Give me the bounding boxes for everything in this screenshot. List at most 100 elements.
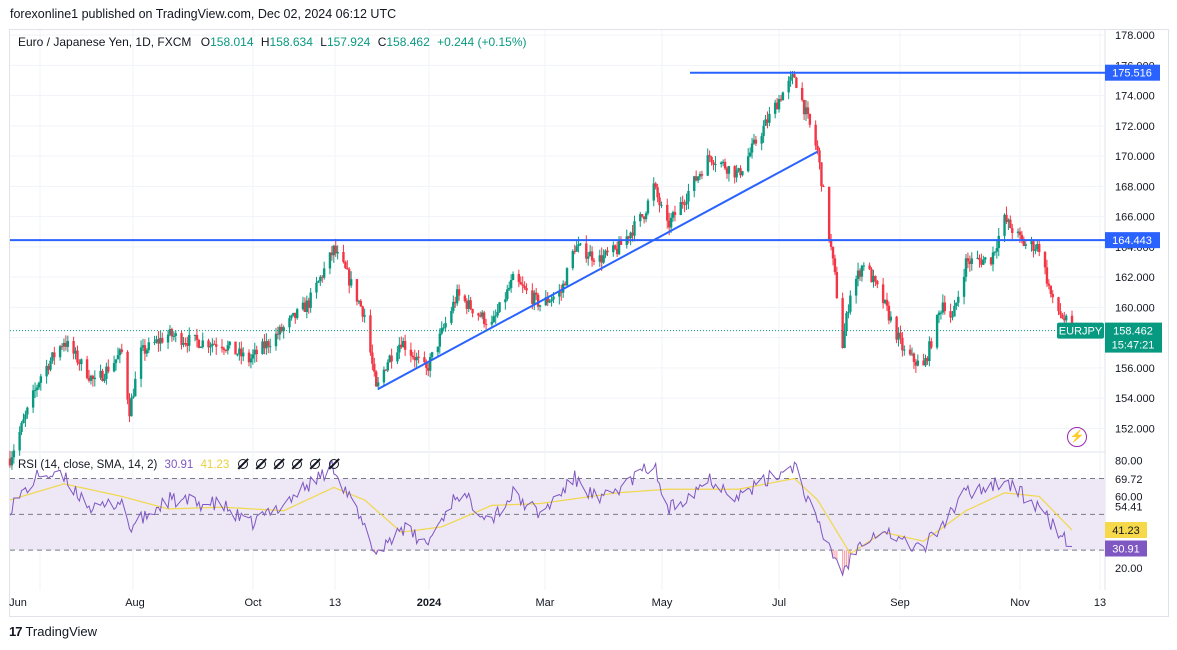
hidden-eye-icon[interactable] (237, 459, 248, 469)
candle-body (228, 341, 231, 346)
candle-body (369, 315, 372, 353)
candle-body (207, 340, 210, 348)
candle-body (558, 291, 561, 297)
hidden-eye-icon[interactable] (292, 459, 303, 469)
candle-body (319, 276, 322, 282)
candle-body (1036, 244, 1039, 250)
candle-body (995, 248, 999, 252)
symbol-title[interactable]: Euro / Japanese Yen, 1D, FXCM (18, 35, 192, 49)
level-price-tag (1105, 64, 1160, 81)
candle-body (400, 344, 403, 348)
candle-body (482, 312, 486, 324)
candle-body (490, 322, 494, 325)
price-tick-label: 156.000 (1115, 363, 1155, 375)
rsi-label[interactable]: RSI (18, 459, 38, 471)
candle-body (292, 312, 295, 316)
candle-body (375, 371, 378, 387)
candle-body (141, 345, 145, 348)
candle-body (565, 268, 569, 286)
candle-body (193, 334, 197, 336)
candle-body (694, 176, 698, 181)
candle-body (91, 375, 95, 380)
candle-body (455, 289, 459, 304)
candle-body (683, 204, 686, 206)
time-tick-label: Jul (772, 597, 786, 609)
candle-body (667, 220, 671, 228)
candle-body (764, 119, 767, 126)
hidden-eye-icon[interactable] (328, 459, 339, 469)
candle-body (868, 265, 871, 270)
candle-body (411, 355, 415, 358)
chart-frame (9, 29, 1169, 617)
candle-body (779, 98, 783, 101)
candle-body (467, 300, 470, 309)
candle-body (881, 284, 885, 304)
candle-body (762, 125, 765, 137)
candle-body (413, 357, 416, 361)
candle-body (317, 281, 320, 283)
candle-body (301, 302, 305, 310)
candle-body (126, 351, 129, 400)
candle-body (708, 155, 711, 157)
candle-body (195, 334, 199, 340)
rsi-value-tag-label: 30.91 (1112, 544, 1140, 556)
candle-body (1059, 311, 1062, 315)
candle-body (159, 337, 162, 344)
candle-body (970, 258, 973, 264)
candle-body (99, 370, 102, 378)
candle-body (294, 312, 297, 319)
candle-body (706, 155, 709, 176)
candle-body (781, 92, 785, 101)
hidden-eye-icon[interactable] (310, 459, 321, 469)
candle-body (336, 251, 339, 254)
high-label: H (260, 35, 270, 49)
candle-body (993, 251, 997, 253)
candle-body (957, 296, 960, 303)
candle-body (322, 268, 326, 278)
candle-body (818, 150, 821, 163)
last-price-tag (1105, 322, 1162, 353)
candle-body (346, 268, 349, 270)
candle-body (544, 297, 548, 306)
candle-body (966, 258, 970, 262)
candle-body (808, 114, 812, 125)
candle-body (267, 341, 270, 347)
high-value: 158.634 (269, 35, 313, 49)
lightning-icon[interactable]: ⚡ (1067, 427, 1087, 447)
candle-body (816, 145, 819, 151)
candle-body (721, 161, 725, 163)
candle-body (585, 243, 588, 259)
candle-body (579, 243, 582, 245)
candle-body (224, 349, 228, 351)
branding-text: TradingView (25, 624, 98, 639)
candle-body (935, 315, 939, 348)
candle-body (588, 251, 592, 257)
candle-body (220, 346, 224, 349)
candle-body (465, 300, 468, 309)
hidden-eye-icon[interactable] (255, 459, 266, 469)
candle-body (274, 333, 278, 347)
candle-body (355, 279, 359, 302)
candle-body (590, 251, 594, 261)
candle-body (303, 302, 307, 312)
candle-body (750, 143, 754, 153)
candle-body (693, 176, 696, 191)
candle-body (263, 341, 266, 349)
candle-body (829, 239, 833, 247)
candle-body (357, 300, 361, 302)
candle-body (897, 332, 900, 340)
tradingview-logo[interactable]: 17 TradingView (9, 624, 97, 639)
candle-body (889, 316, 893, 321)
candle-body (968, 261, 972, 264)
candle-body (725, 168, 729, 174)
candle-body (180, 333, 183, 345)
candle-body (78, 362, 81, 365)
candle-body (517, 273, 521, 283)
candle-body (309, 292, 312, 308)
candle-body (666, 204, 669, 221)
candle-body (276, 333, 280, 335)
candle-body (847, 311, 850, 314)
hidden-eye-icon[interactable] (273, 459, 284, 469)
candle-body (617, 240, 621, 255)
